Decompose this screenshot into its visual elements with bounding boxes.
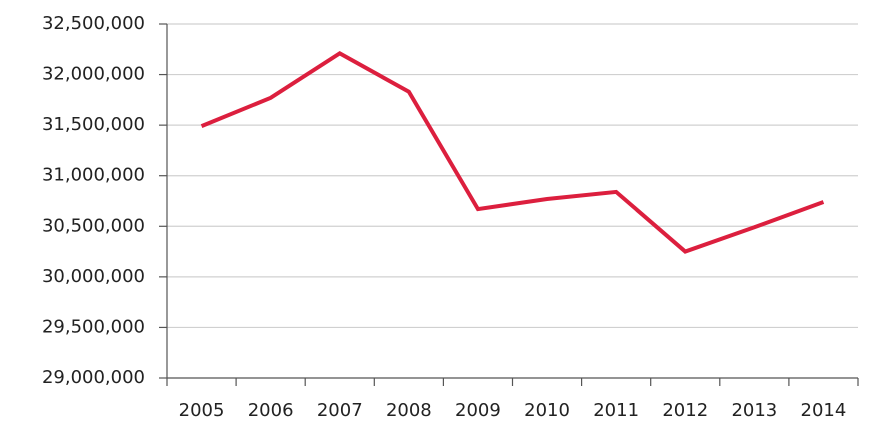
line-series [200,51,825,254]
y-tick-label: 29,500,000 [42,316,145,337]
x-tick-label: 2010 [524,400,570,421]
x-tick-label: 2007 [317,400,363,421]
x-tick-label: 2008 [386,400,432,421]
x-tick-label: 2005 [179,400,225,421]
x-tick-label: 2012 [662,400,708,421]
x-tick-label: 2014 [801,400,847,421]
y-tick-label: 29,000,000 [42,367,145,388]
y-tick-label: 32,000,000 [42,64,145,85]
y-tick-label: 31,500,000 [42,114,145,135]
y-tick-label: 31,000,000 [42,165,145,186]
y-tick-label: 30,500,000 [42,215,145,236]
x-tick-label: 2011 [593,400,639,421]
x-tick-label: 2013 [731,400,777,421]
y-tick-label: 32,500,000 [42,13,145,34]
y-tick-label: 30,000,000 [42,266,145,287]
x-tick-label: 2009 [455,400,501,421]
x-tick-label: 2006 [248,400,294,421]
